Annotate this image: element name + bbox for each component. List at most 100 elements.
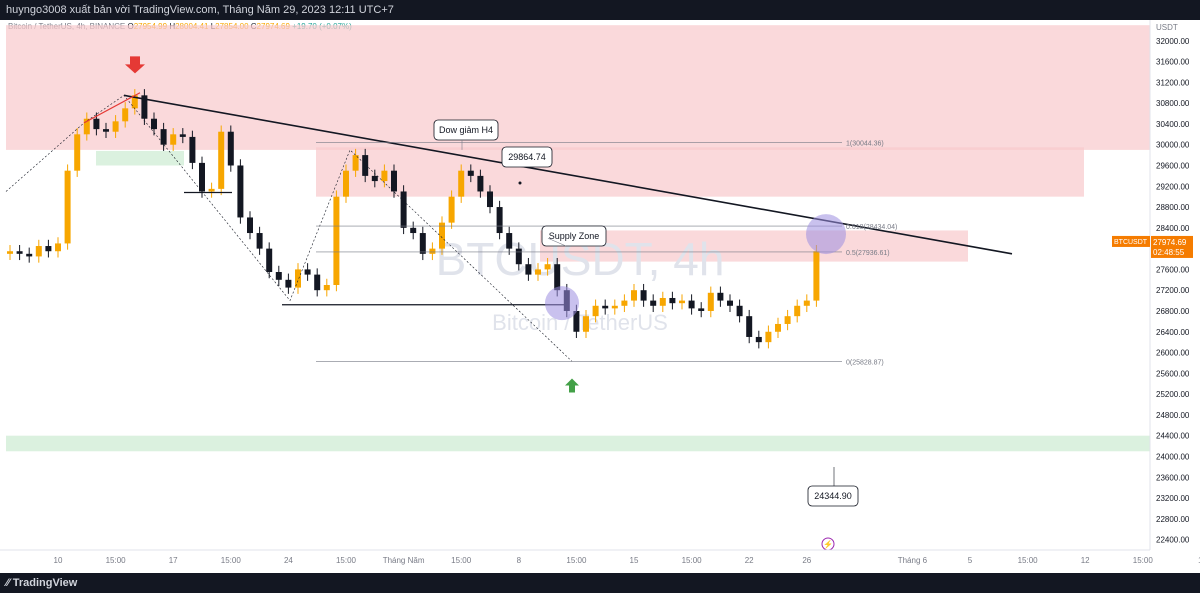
y-tick-label: 23200.00 [1156,494,1190,503]
fib-label: 0(25828.87) [846,359,884,366]
candle-body [765,331,772,343]
candle-body [698,308,705,311]
low-price-tag-box [807,485,859,507]
y-tick-label: 22800.00 [1156,515,1190,524]
candle-body [247,217,253,234]
demand-zone-2 [96,150,184,166]
brand-name: TradingView [12,577,78,589]
overlay-layer: 1(30044.36) 0.618(28434.04) 0.5(27936.61) 0… [5,56,1013,551]
x-tick-label: Tháng 6 [898,556,928,565]
y-tick-label: 24000.00 [1156,452,1190,461]
watermark-name: Bitcoin / TetherUS [492,310,668,335]
candle-body [35,246,42,257]
y-tick-label: 23600.00 [1156,473,1190,482]
dow-label-box [433,119,499,141]
candle-body [112,121,119,132]
x-tick-label: 10 [54,556,63,565]
footer-bar: ⁄⁄ TradingView [0,573,1200,593]
candle-body [640,290,647,301]
candle-body [275,272,282,280]
x-tick-label: 1 [1198,556,1200,565]
candle-body [583,316,589,332]
candle-body [371,175,378,182]
candle-body [122,108,129,122]
price-tag-price: 27974.69 [1153,238,1187,247]
y-axis: USDT 22400.00 22800.00 23200.00 23600.00 2400… [1149,20,1190,550]
candle-body [304,269,311,275]
candle-body [103,129,109,132]
x-tick-label: 15:00 [106,556,127,565]
candle-body [295,269,301,288]
candle-body [467,170,474,176]
x-tick-label: 24 [284,556,293,565]
dow-label-text: Dow giảm H4 [439,125,493,135]
marker-circle-low [545,286,579,321]
candle-body [323,285,330,291]
candle-body [400,191,407,228]
candle-body [266,248,273,273]
demand-zone-1 [6,435,1150,452]
candle-body [170,134,177,145]
x-tick-label: 15:00 [1018,556,1039,565]
candle-body [813,251,820,301]
high-price-tag-text: 29864.74 [508,152,546,162]
candle-body [477,175,484,192]
price-tag-symbol: BTCUSDT [1114,239,1148,246]
candle-body [352,155,359,171]
candle-body [429,248,436,254]
x-tick-label: 26 [802,556,811,565]
x-tick-label: Tháng Năm [383,556,425,565]
y-tick-label: 24800.00 [1156,411,1190,420]
supply-zone-3 [540,230,968,262]
y-tick-label: 30000.00 [1156,141,1190,150]
candle-body [448,196,455,223]
y-tick-label: 31200.00 [1156,78,1190,87]
y-tick-label: 27600.00 [1156,265,1190,274]
y-tick-label: 22400.00 [1156,536,1190,545]
candle-body [679,300,685,304]
candle-body [381,170,388,182]
watermark-layer: BTCUSDT, 4h Bitcoin / TetherUS [436,233,725,335]
x-tick-label: 15:00 [566,556,587,565]
candle-body [794,305,801,317]
x-tick-label: 15:00 [1133,556,1154,565]
candle-body [333,196,340,285]
candle-body [707,292,714,311]
x-tick-label: 5 [968,556,973,565]
candle-body [727,300,733,306]
candle-body [717,292,724,301]
y-tick-label: 24400.00 [1156,432,1190,441]
y-tick-label: 29600.00 [1156,161,1190,170]
price-tag-time: 02:48:55 [1153,248,1185,257]
tradingview-logo: ⁄⁄ TradingView [6,577,78,589]
candle-body [160,129,167,145]
y-tick-label: 31600.00 [1156,58,1190,67]
y-tick-label: 32000.00 [1156,37,1190,46]
publisher-bar: huyngo3008 xuất bản vời TradingView.com,… [0,0,1200,20]
candle-body [285,279,292,288]
candles-layer [7,89,820,349]
candle-body [487,191,493,208]
y-axis-unit: USDT [1156,23,1178,32]
x-tick-label: 17 [169,556,178,565]
candle-body [45,246,52,252]
x-tick-label: 15 [630,556,639,565]
y-tick-label: 29200.00 [1156,182,1190,191]
high-price-dot [518,181,522,185]
price-chart[interactable]: BTCUSDT, 4h Bitcoin / TetherUS 1(30044.3… [0,20,1200,573]
candle-body [227,131,234,166]
y-tick-label: 28400.00 [1156,224,1190,233]
candle-body [688,300,695,309]
arrow-up-icon [565,378,579,393]
price-tag-box [1151,235,1193,258]
x-tick-label: 15:00 [451,556,472,565]
candle-body [650,300,657,306]
y-tick-label: 28800.00 [1156,203,1190,212]
candle-body [535,269,541,275]
candle-body [755,336,762,343]
candle-body [83,118,90,135]
candle-body [141,95,148,119]
candle-body [621,300,628,306]
arrow-down-icon [125,56,145,74]
y-tick-label: 27200.00 [1156,286,1190,295]
